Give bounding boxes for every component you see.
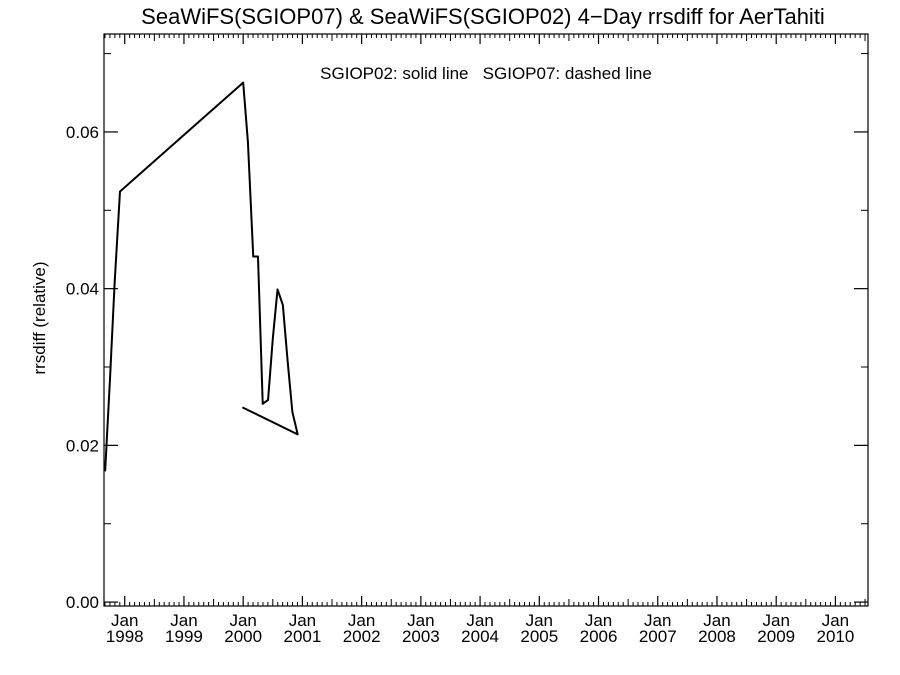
x-tick-label-year: 1998 [106, 627, 144, 646]
x-tick-label-year: 2006 [580, 627, 618, 646]
x-tick-label-month: Jan [466, 611, 493, 630]
x-tick-label-year: 2004 [461, 627, 499, 646]
x-tick-label-year: 2010 [817, 627, 855, 646]
x-tick-label-month: Jan [585, 611, 612, 630]
x-tick-label-year: 2005 [520, 627, 558, 646]
x-tick-label-month: Jan [170, 611, 197, 630]
chart-title: SeaWiFS(SGIOP07) & SeaWiFS(SGIOP02) 4−Da… [141, 4, 825, 29]
y-tick-label: 0.06 [66, 123, 99, 142]
plot-frame [103, 33, 869, 607]
axis-tick-labels: 0.000.020.040.06Jan1998Jan1999Jan2000Jan… [66, 123, 854, 646]
axis-ticks [104, 34, 868, 606]
x-tick-label-month: Jan [703, 611, 730, 630]
series-layer [104, 81, 299, 472]
x-tick-label-month: Jan [526, 611, 553, 630]
x-tick-label-month: Jan [407, 611, 434, 630]
x-tick-label-month: Jan [762, 611, 789, 630]
y-tick-label: 0.04 [66, 280, 99, 299]
x-tick-label-month: Jan [644, 611, 671, 630]
x-tick-label-year: 2009 [757, 627, 795, 646]
x-tick-label-month: Jan [229, 611, 256, 630]
x-tick-label-month: Jan [348, 611, 375, 630]
x-tick-label-month: Jan [289, 611, 316, 630]
x-tick-label-year: 2008 [698, 627, 736, 646]
x-tick-label-year: 1999 [165, 627, 203, 646]
x-tick-label-year: 2001 [283, 627, 321, 646]
y-axis-label: rrsdiff (relative) [30, 261, 49, 374]
x-tick-label-year: 2007 [639, 627, 677, 646]
x-tick-label-month: Jan [111, 611, 138, 630]
series-line-sgiop02 [104, 81, 299, 472]
y-tick-label: 0.00 [66, 593, 99, 612]
x-tick-label-month: Jan [822, 611, 849, 630]
line-style-legend: SGIOP02: solid line SGIOP07: dashed line [320, 64, 652, 83]
x-tick-label-year: 2002 [343, 627, 381, 646]
x-tick-label-year: 2003 [402, 627, 440, 646]
x-tick-label-year: 2000 [224, 627, 262, 646]
y-tick-label: 0.02 [66, 436, 99, 455]
